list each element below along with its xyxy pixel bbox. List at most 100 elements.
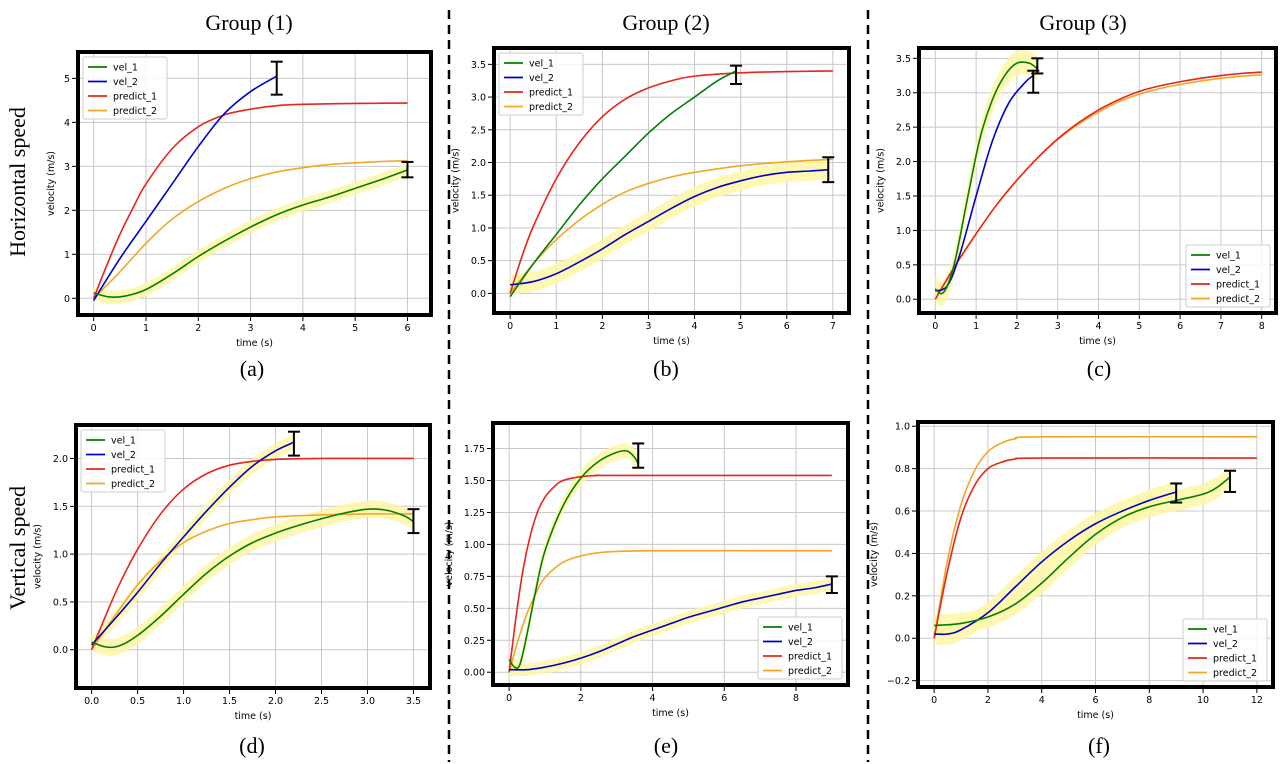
chart-b: 0 1 2 3 4 5 6 7 0.0 0.5 1.0 1.5 2.0 2.5 3.0 3.5 time (s)… <box>451 46 851 347</box>
y-tick-label: 0 <box>64 294 70 305</box>
x-tick-label: 4 <box>1095 321 1101 332</box>
plot-frame <box>917 46 1278 315</box>
series-group <box>934 49 1262 307</box>
legend-label-predict-1: predict_1 <box>529 88 573 99</box>
x-tick-label: 1.0 <box>176 696 191 707</box>
legend-box <box>1185 244 1271 308</box>
x-axis-label: time (s) <box>236 338 273 349</box>
series-line-vel-2 <box>93 75 278 301</box>
y-tick-label: 3.5 <box>896 54 911 65</box>
error-bar <box>825 575 838 594</box>
x-tick-label: 2.0 <box>268 696 283 707</box>
y-tick-label: 2.0 <box>53 454 68 465</box>
series-group <box>933 435 1257 645</box>
uncertainty-band-vel-2 <box>934 481 1177 645</box>
x-tick-label: 12 <box>1251 695 1263 706</box>
y-tick-label: 1.0 <box>895 422 910 433</box>
series-line-vel-2 <box>509 583 833 671</box>
y-tick-label: 3.5 <box>471 60 486 71</box>
uncertainty-band-vel-2 <box>91 434 294 653</box>
legend: vel_1 vel_2 predict_1 predict_2 <box>80 429 166 493</box>
x-tick-label: 1.5 <box>222 696 237 707</box>
x-tick-label: 4 <box>650 693 656 704</box>
x-axis-label: time (s) <box>652 708 689 719</box>
legend-label-vel-1: vel_1 <box>1213 625 1238 636</box>
legend: vel_1 vel_2 predict_1 predict_2 <box>1185 244 1271 308</box>
plot-frame <box>74 423 432 690</box>
y-tick-label: 2 <box>64 206 70 217</box>
series-line-vel-1 <box>934 476 1231 627</box>
series-line-predict-1 <box>92 102 408 299</box>
series-line-vel-2 <box>510 168 829 286</box>
uncertainty-band-vel-1 <box>93 163 408 304</box>
legend-label-predict-2: predict_2 <box>529 102 573 113</box>
y-tick-label: 1.00 <box>464 540 485 551</box>
x-tick-label: 6 <box>784 321 790 332</box>
y-tick-label: 1.5 <box>471 191 486 202</box>
x-axis-label: time (s) <box>1077 710 1114 721</box>
legend: vel_1 vel_2 predict_1 predict_2 <box>1182 618 1268 682</box>
y-tick-label: 4 <box>64 118 70 129</box>
x-tick-label: 4 <box>692 321 698 332</box>
uncertainty-band-vel-1 <box>91 500 414 656</box>
y-tick-label: 3.0 <box>896 88 911 99</box>
error-bar <box>401 160 414 179</box>
uncertainty-band-vel-2 <box>510 159 829 295</box>
y-tick-label: 0.8 <box>895 464 910 475</box>
chart-f: 0 2 4 6 8 10 12 −0.2 0.0 0.2 0.4 0.6 0.8 1.0 time (s) v… <box>869 420 1275 721</box>
legend-label-predict-1: predict_1 <box>1213 654 1257 665</box>
legend-label-predict-1: predict_1 <box>1216 280 1260 291</box>
caption-e: (e) <box>654 733 678 758</box>
uncertainty-band-vel-1 <box>509 443 639 676</box>
y-tick-label: 3.0 <box>471 93 486 104</box>
y-tick-label: 0.5 <box>896 260 911 271</box>
series-group <box>508 443 833 677</box>
group-title-2: Group (2) <box>622 10 709 35</box>
legend: vel_1 vel_2 predict_1 predict_2 <box>82 56 168 120</box>
legend-label-vel-2: vel_2 <box>529 73 554 84</box>
legend-label-predict-2: predict_2 <box>111 479 155 490</box>
caption-a: (a) <box>240 356 264 381</box>
error-bar <box>270 60 283 96</box>
legend: vel_1 vel_2 predict_1 predict_2 <box>498 52 584 116</box>
y-tick-label: 0.0 <box>895 634 910 645</box>
series-line-predict-1 <box>508 474 832 673</box>
x-axis-label: time (s) <box>1079 336 1116 347</box>
x-tick-label: 6 <box>404 323 410 334</box>
x-tick-label: 3.0 <box>360 696 375 707</box>
x-tick-label: 2 <box>195 323 201 334</box>
series-line-predict-1 <box>90 457 414 651</box>
row-label-horizontal: Horizontal speed <box>5 107 30 257</box>
x-tick-label: 8 <box>1146 695 1152 706</box>
x-tick-label: 5 <box>352 323 358 334</box>
series-group <box>90 434 414 656</box>
y-tick-label: 1.5 <box>896 191 911 202</box>
y-axis-label: velocity (m/s) <box>876 148 887 213</box>
series-line-predict-1 <box>934 71 1262 300</box>
y-tick-label: 2.5 <box>471 125 486 136</box>
y-tick-label: 1.0 <box>471 223 486 234</box>
y-tick-label: 0.2 <box>895 591 910 602</box>
y-tick-label: 0.00 <box>464 668 485 679</box>
y-axis-label: velocity (m/s) <box>46 151 57 216</box>
error-bar <box>822 156 835 184</box>
legend-label-predict-1: predict_1 <box>113 92 157 103</box>
x-tick-label: 7 <box>830 321 836 332</box>
x-tick-label: 8 <box>1259 321 1265 332</box>
series-line-vel-2 <box>934 491 1177 636</box>
y-tick-label: 1.5 <box>53 502 68 513</box>
legend-label-vel-1: vel_1 <box>1216 251 1241 262</box>
y-tick-label: 5 <box>64 74 70 85</box>
x-tick-label: 0 <box>507 321 513 332</box>
error-bar <box>1170 482 1183 504</box>
plot-frame <box>491 421 850 687</box>
x-tick-label: 0 <box>931 695 937 706</box>
x-tick-label: 2 <box>578 693 584 704</box>
chart-a: 0 1 2 3 4 5 6 0 1 2 3 4 5 time (s) velocity (m/s) vel_1… <box>46 50 433 349</box>
x-tick-label: 0 <box>91 323 97 334</box>
plot-frame <box>916 420 1275 689</box>
error-bar <box>407 508 420 535</box>
x-tick-label: 2 <box>599 321 605 332</box>
legend-label-vel-1: vel_1 <box>529 59 554 70</box>
